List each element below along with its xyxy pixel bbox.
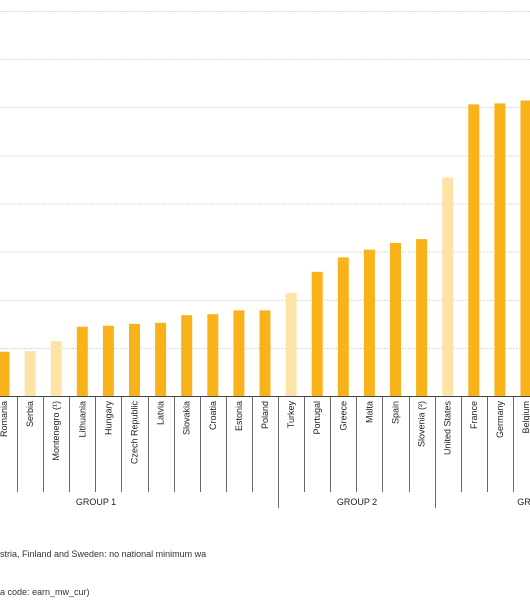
category-label: Turkey <box>286 401 296 429</box>
bar <box>311 271 323 396</box>
category-label: Slovakia <box>182 401 192 435</box>
category-label: Montenegro (¹) <box>51 401 61 461</box>
category-label: France <box>469 401 479 429</box>
bar <box>233 310 245 396</box>
x-axis <box>0 396 530 508</box>
bar <box>0 351 10 396</box>
bar <box>285 293 297 396</box>
category-label: Belgium <box>521 401 530 434</box>
category-label: Germany <box>495 401 505 439</box>
category-label: Croatia <box>208 401 218 430</box>
category-label: United States <box>443 401 453 456</box>
group-brackets: GROUP 1 GROUP 2 GR <box>76 497 530 507</box>
bar <box>337 257 349 396</box>
gridlines <box>0 11 530 349</box>
bar <box>442 177 454 396</box>
category-label: Poland <box>260 401 270 429</box>
bar <box>468 104 480 397</box>
bar <box>494 103 506 397</box>
category-label: Lithuania <box>77 401 87 438</box>
bar <box>181 315 193 396</box>
bar <box>390 242 401 396</box>
category-label: Czech Republic <box>130 401 140 465</box>
bar <box>102 325 114 396</box>
footnote: stria, Finland and Sweden: no national m… <box>0 549 207 559</box>
bars <box>0 100 530 397</box>
category-label: Estonia <box>234 401 244 431</box>
category-label: Spain <box>391 401 401 424</box>
category-label: Greece <box>338 401 348 431</box>
category-label: Malta <box>364 401 374 423</box>
bar <box>416 239 428 396</box>
category-labels: Romania Serbia Montenegro (¹) Lithuania Hung… <box>0 401 530 465</box>
bar <box>520 100 530 396</box>
bar <box>207 314 219 396</box>
category-label: Portugal <box>312 401 322 435</box>
bar <box>155 322 167 396</box>
bar <box>363 249 375 396</box>
bar <box>129 323 140 396</box>
group-label: GROUP 2 <box>337 497 377 507</box>
source-note: a code: earn_mw_cur) <box>0 587 90 597</box>
bar <box>50 341 62 396</box>
group-label: GROUP 1 <box>76 497 116 507</box>
bar <box>259 310 271 396</box>
bar <box>76 326 88 396</box>
group-label: GR <box>517 497 530 507</box>
category-label: Slovenia (²) <box>417 401 427 447</box>
category-label: Serbia <box>25 401 35 427</box>
category-label: Hungary <box>103 401 113 436</box>
category-label: Latvia <box>156 401 166 425</box>
category-label: Romania <box>0 401 9 437</box>
bar <box>24 351 36 396</box>
